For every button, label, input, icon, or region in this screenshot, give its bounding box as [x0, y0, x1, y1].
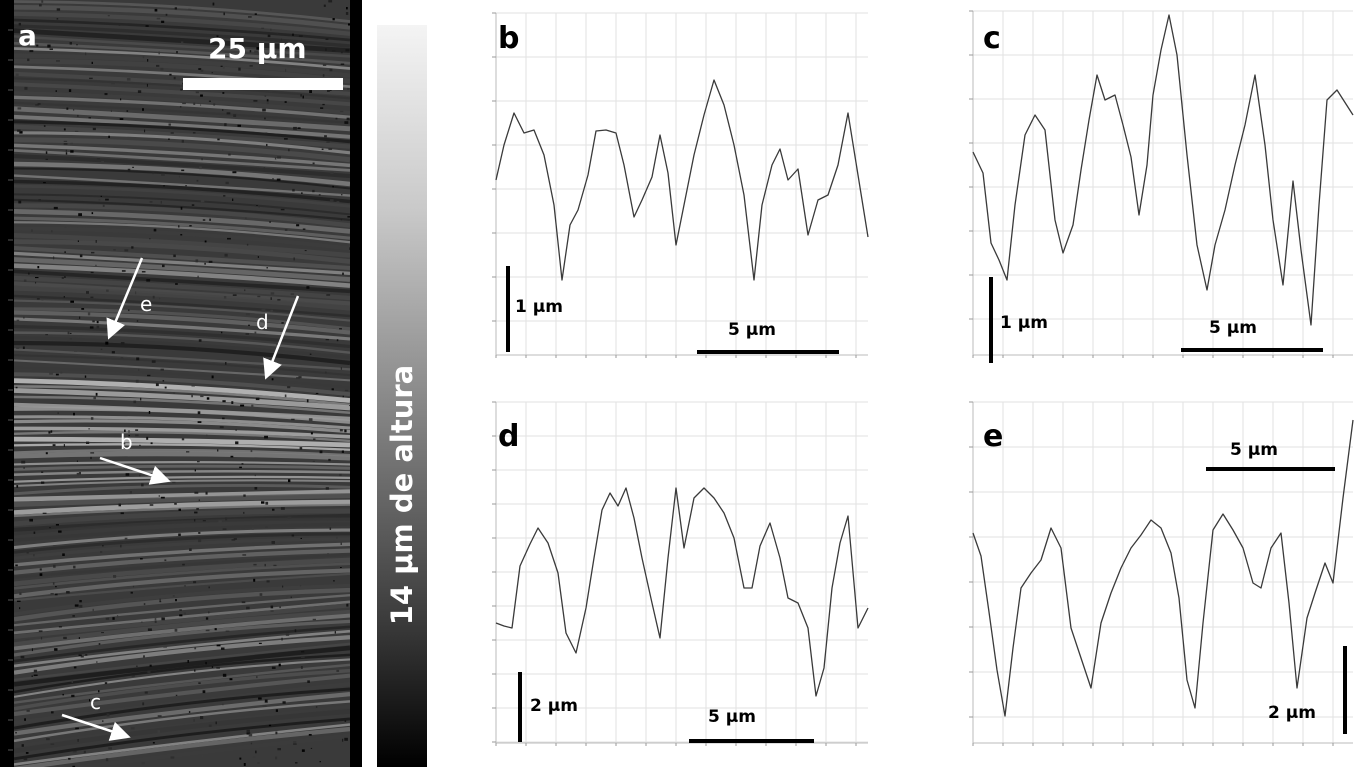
micrograph-image — [0, 0, 362, 767]
profile-panel-b — [482, 5, 882, 375]
horizontal-scale-label-d: 5 µm — [708, 707, 756, 727]
arrow-label-d: d — [256, 310, 269, 334]
scale-bar-25um-label: 25 µm — [208, 32, 307, 65]
panel-letter-b: b — [498, 21, 520, 56]
arrow-overlay — [61, 257, 300, 741]
vertical-scale-bar-b — [506, 266, 510, 352]
height-colorbar — [377, 25, 427, 767]
panel-letter-e: e — [983, 419, 1004, 454]
horizontal-scale-label-e: 5 µm — [1230, 440, 1278, 460]
profile-panel-c — [955, 5, 1359, 375]
height-profile-trace — [495, 79, 869, 281]
vertical-scale-label-c: 1 µm — [1000, 313, 1048, 333]
panel-letter-c: c — [983, 21, 1001, 56]
horizontal-scale-label-b: 5 µm — [728, 320, 776, 340]
height-profile-trace — [972, 14, 1354, 326]
arrow-c — [61, 713, 131, 741]
vertical-scale-bar-d — [518, 672, 522, 742]
horizontal-scale-label-c: 5 µm — [1209, 318, 1257, 338]
horizontal-scale-bar-c — [1181, 348, 1323, 352]
horizontal-scale-bar-e — [1206, 467, 1335, 471]
arrow-label-e: e — [140, 292, 153, 316]
arrow-d — [263, 295, 300, 380]
horizontal-scale-bar-b — [697, 350, 839, 354]
vertical-scale-label-b: 1 µm — [515, 297, 563, 317]
vertical-scale-label-e: 2 µm — [1268, 703, 1316, 723]
panel-letter-a: a — [18, 19, 37, 52]
height-profile-trace — [495, 487, 869, 697]
micrograph-panel-a — [0, 0, 362, 767]
arrow-label-b: b — [120, 430, 133, 454]
profile-plot-b — [492, 12, 869, 358]
arrow-e — [106, 257, 144, 340]
scale-bar-25um — [183, 78, 343, 90]
vertical-scale-bar-c — [989, 277, 993, 363]
arrow-b — [99, 456, 171, 485]
profile-plot-c — [969, 10, 1354, 358]
colorbar-label-wrap: 14 µm de altura — [377, 25, 427, 767]
horizontal-scale-bar-d — [689, 739, 814, 743]
colorbar-label: 14 µm de altura — [385, 364, 419, 626]
arrow-label-c: c — [90, 690, 101, 714]
vertical-scale-label-d: 2 µm — [530, 696, 578, 716]
height-profile-trace — [972, 419, 1354, 717]
vertical-scale-bar-e — [1343, 646, 1347, 734]
panel-letter-d: d — [498, 419, 520, 454]
profile-panel-e — [955, 398, 1359, 767]
profile-panel-d — [482, 398, 882, 767]
profile-plot-e — [969, 401, 1354, 746]
